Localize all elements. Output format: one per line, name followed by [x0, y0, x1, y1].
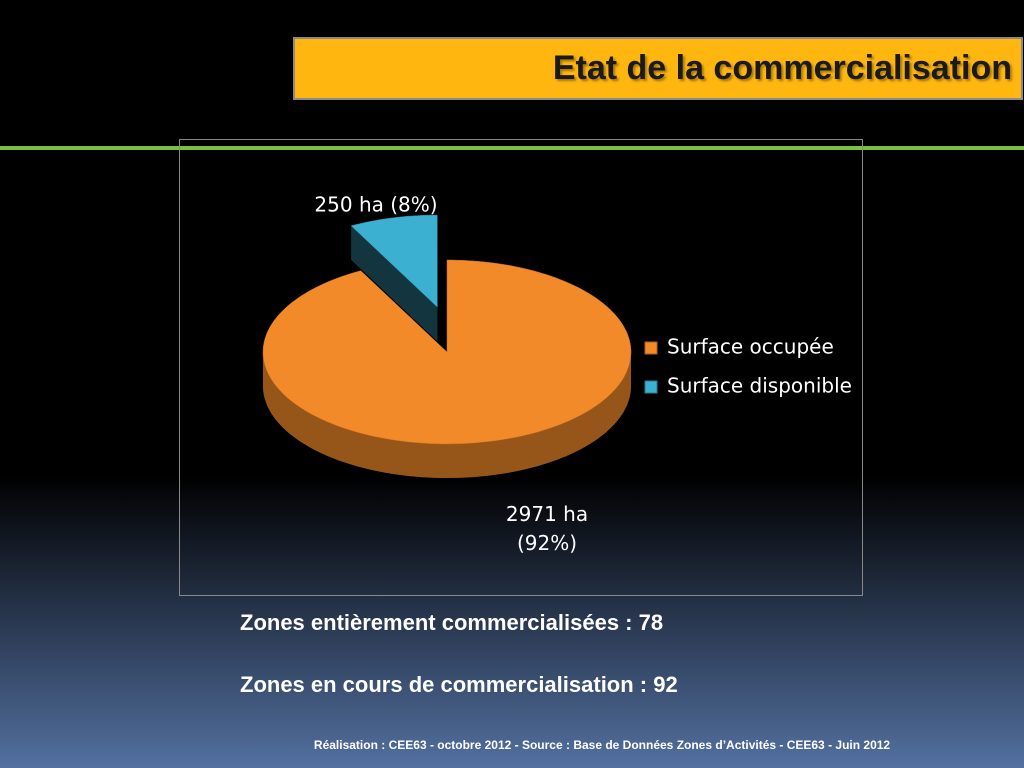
slice: [262, 259, 632, 445]
footer: Réalisation : CEE63 - octobre 2012 - Sou…: [314, 738, 891, 752]
pie: [262, 214, 632, 478]
legend-swatch: [644, 380, 658, 394]
slide-title: Etat de la commercialisation: [553, 49, 1012, 87]
data-label: 250 ha (8%): [314, 193, 437, 217]
slice-depth: [351, 225, 438, 342]
divider: [0, 146, 1024, 150]
note: Zones en cours de commercialisation : 92: [240, 672, 678, 697]
slice: [350, 214, 438, 308]
chart-frame: [179, 139, 863, 596]
legend-swatch: [644, 341, 658, 355]
legend-label: Surface occupée: [667, 335, 834, 359]
note: Zones entièrement commercialisées : 78: [240, 610, 663, 635]
data-label: 2971 ha (92%): [505, 502, 589, 555]
title-box: [293, 37, 1023, 100]
legend-label: Surface disponible: [667, 374, 852, 398]
legend: Surface occupée Surface disponible: [644, 335, 852, 398]
slice-side: [263, 352, 631, 478]
